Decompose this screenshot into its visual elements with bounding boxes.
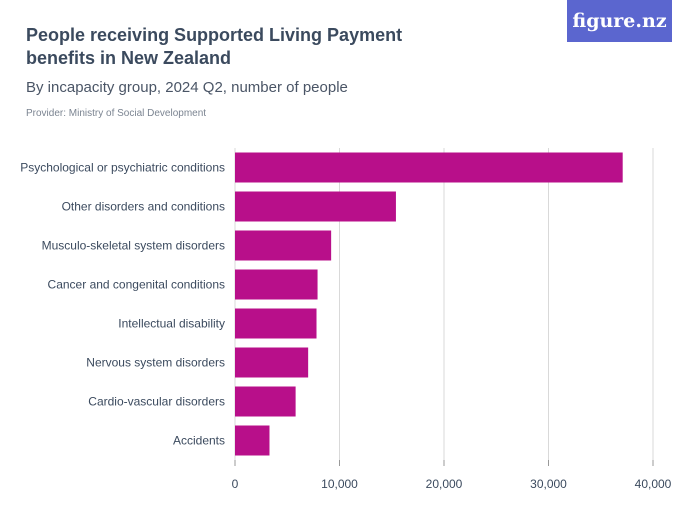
category-label: Musculo-skeletal system disorders (42, 239, 225, 253)
x-tick-label: 10,000 (321, 477, 358, 491)
figure-nz-logo[interactable]: figure.nz (567, 0, 672, 42)
bars (235, 152, 623, 456)
x-tick-label: 0 (232, 477, 239, 491)
bar[interactable] (235, 425, 270, 456)
bar[interactable] (235, 191, 396, 222)
x-tick-label: 30,000 (530, 477, 567, 491)
bar[interactable] (235, 308, 317, 339)
category-label: Nervous system disorders (86, 356, 225, 370)
category-label: Accidents (173, 434, 225, 448)
category-label: Psychological or psychiatric conditions (20, 161, 225, 175)
bar[interactable] (235, 347, 309, 378)
x-tick-label: 20,000 (426, 477, 463, 491)
category-label: Cardio-vascular disorders (88, 395, 225, 409)
bar[interactable] (235, 269, 318, 300)
chart-title: People receiving Supported Living Paymen… (26, 25, 403, 68)
category-label: Intellectual disability (118, 317, 225, 331)
bar[interactable] (235, 152, 623, 183)
chart-subtitle: By incapacity group, 2024 Q2, number of … (26, 79, 348, 96)
category-label: Other disorders and conditions (62, 200, 225, 214)
bar[interactable] (235, 386, 296, 417)
category-labels: Psychological or psychiatric conditions O… (20, 161, 225, 448)
category-label: Cancer and congenital conditions (48, 278, 225, 292)
x-tick-label: 40,000 (635, 477, 672, 491)
provider-note: Provider: Ministry of Social Development (26, 108, 207, 119)
bar[interactable] (235, 230, 332, 261)
logo-text: figure.nz (572, 10, 667, 32)
x-axis-ticks: 0 10,000 20,000 30,000 40,000 (232, 460, 672, 491)
